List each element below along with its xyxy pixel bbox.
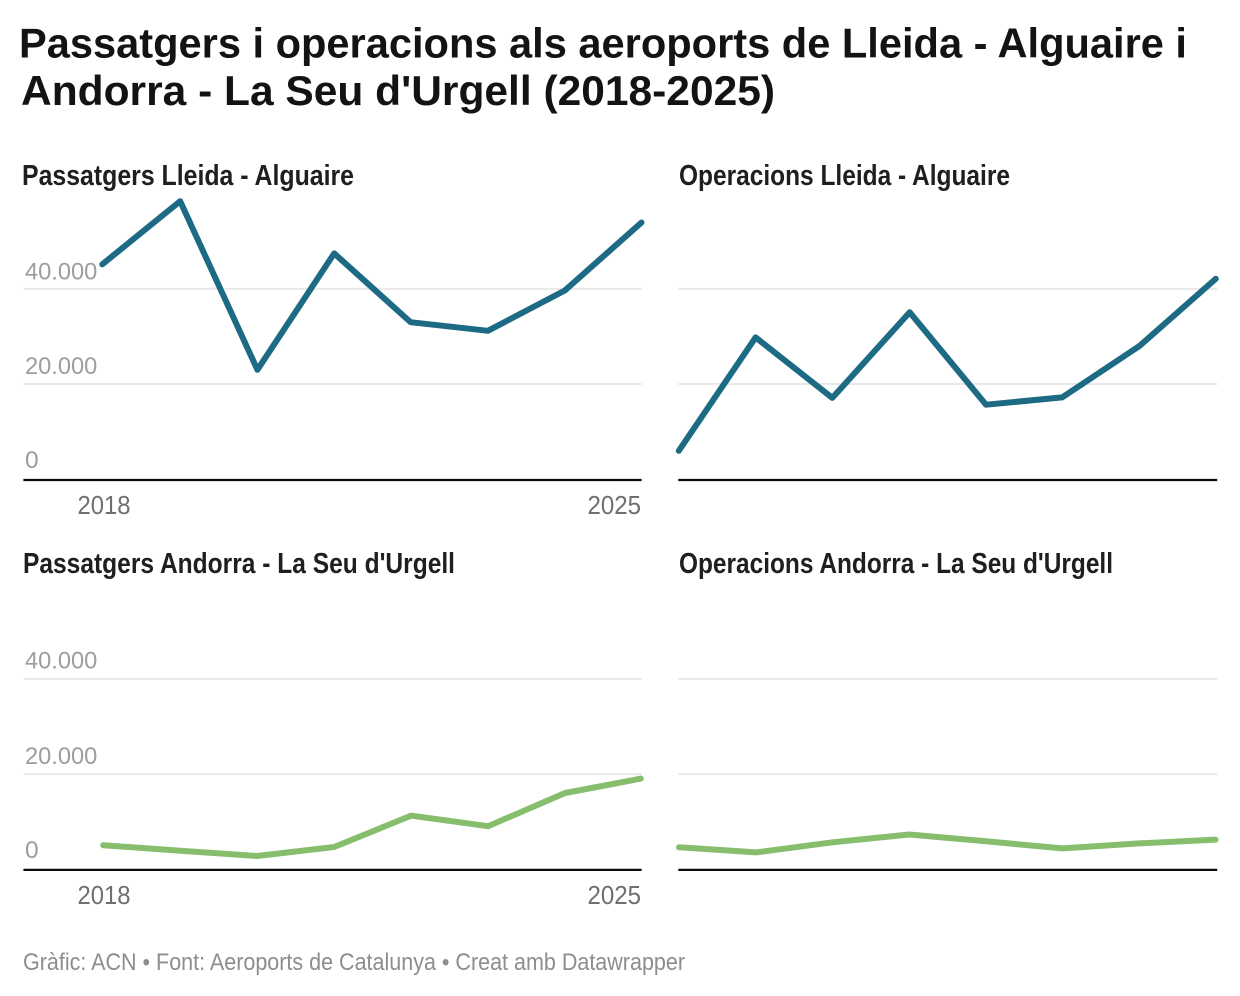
svg-text:Andorra - La Seu d'Urgell (201: Andorra - La Seu d'Urgell (2018-2025)	[21, 68, 775, 114]
svg-text:40.000: 40.000	[25, 647, 97, 674]
svg-text:2025: 2025	[588, 490, 642, 520]
svg-text:2018: 2018	[78, 880, 131, 910]
svg-text:Passatgers Andorra - La Seu d': Passatgers Andorra - La Seu d'Urgell	[23, 548, 455, 580]
svg-text:0: 0	[25, 447, 39, 474]
svg-text:Operacions Andorra - La Seu d': Operacions Andorra - La Seu d'Urgell	[679, 548, 1113, 580]
svg-text:40.000: 40.000	[25, 258, 97, 285]
svg-text:2025: 2025	[588, 880, 642, 910]
svg-text:Passatgers i operacions als ae: Passatgers i operacions als aeroports de…	[19, 21, 1187, 67]
svg-text:20.000: 20.000	[25, 353, 97, 380]
svg-text:20.000: 20.000	[25, 743, 97, 770]
svg-text:Passatgers Lleida - Alguaire: Passatgers Lleida - Alguaire	[22, 160, 354, 192]
svg-text:0: 0	[25, 837, 39, 864]
svg-text:2018: 2018	[78, 490, 131, 520]
svg-text:Gràfic: ACN • Font: Aeroports: Gràfic: ACN • Font: Aeroports de Catalun…	[23, 949, 685, 976]
svg-text:Operacions Lleida - Alguaire: Operacions Lleida - Alguaire	[679, 160, 1010, 192]
